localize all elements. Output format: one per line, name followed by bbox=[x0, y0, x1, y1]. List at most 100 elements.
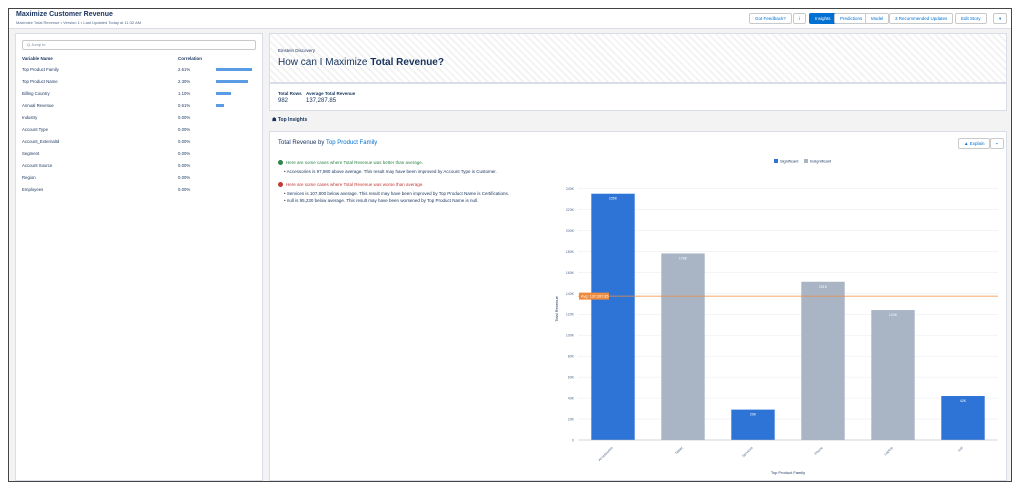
bar bbox=[731, 409, 775, 440]
variable-row[interactable]: Industry 0.00% bbox=[16, 112, 262, 123]
y-tick-label: 80K bbox=[568, 355, 575, 359]
variable-row[interactable]: Region 0.00% bbox=[16, 172, 262, 183]
bar bbox=[591, 193, 635, 440]
variable-row[interactable]: Billing Country 1.10% bbox=[16, 88, 262, 99]
variables-panel: Q Jump to Variable Name Correlation Top … bbox=[15, 33, 263, 481]
info-button[interactable]: i bbox=[793, 13, 806, 24]
menu-button[interactable]: ▾ bbox=[993, 13, 1008, 24]
updates-button[interactable]: 3 Recommended Updates bbox=[889, 13, 954, 24]
y-tick-label: 100K bbox=[566, 334, 575, 338]
stat-label: Total Rows bbox=[278, 91, 302, 96]
insights-tab[interactable]: Insights bbox=[809, 13, 837, 24]
variable-row[interactable]: Employees 0.00% bbox=[16, 184, 262, 195]
card-title-prefix: Total Revenue by bbox=[278, 140, 325, 146]
value-label: 151K bbox=[819, 285, 828, 289]
value-label: 42K bbox=[960, 399, 967, 403]
correlation-label: 2.61% bbox=[178, 67, 191, 72]
variable-name: Top Product Name bbox=[22, 79, 58, 84]
variable-row[interactable]: Top Product Name 2.30% bbox=[16, 76, 262, 87]
bar bbox=[871, 310, 915, 440]
variable-name: Account Type bbox=[22, 127, 48, 132]
legend-label: Insignificant bbox=[810, 159, 832, 164]
better-heading-text: Here are some cases where Total Revenue … bbox=[286, 160, 423, 165]
variable-name: Account_ExternalId bbox=[22, 139, 60, 144]
variable-name: Top Product Family bbox=[22, 67, 59, 72]
bar bbox=[941, 395, 985, 440]
correlation-label: 0.00% bbox=[178, 163, 191, 168]
variable-name: Employees bbox=[22, 187, 44, 192]
bar bbox=[661, 253, 705, 440]
story-subtitle: Maximize Total Revenue • Version 1 • Las… bbox=[16, 20, 142, 25]
correlation-bar bbox=[216, 68, 252, 71]
explain-text[interactable]: Explain bbox=[969, 141, 985, 146]
insight-text: null is 95,230 below average. This resul… bbox=[286, 198, 479, 203]
insight-text: Services is 107,800 below average. This … bbox=[286, 191, 510, 196]
explain-button[interactable]: ▲ Explain bbox=[958, 138, 991, 149]
variable-row[interactable]: Segment 0.00% bbox=[16, 148, 262, 159]
search-box[interactable]: Q Jump to bbox=[22, 40, 256, 50]
y-tick-label: 0 bbox=[572, 439, 574, 443]
header: Maximize Customer Revenue Maximize Total… bbox=[9, 9, 1011, 29]
correlation-label: 0.00% bbox=[178, 151, 191, 156]
column-header: Correlation bbox=[178, 56, 203, 61]
correlation-label: 2.30% bbox=[178, 79, 191, 84]
y-axis-label: Total Revenue bbox=[554, 295, 559, 321]
value-label: 235K bbox=[609, 197, 618, 201]
model-tab[interactable]: Model bbox=[865, 13, 890, 24]
section-title: ☗ Top Insights bbox=[272, 117, 308, 123]
variable-row[interactable]: Annual Revenue 0.61% bbox=[16, 100, 262, 111]
insight-item: • null is 95,230 below average. This res… bbox=[284, 198, 479, 203]
correlation-label: 0.61% bbox=[178, 103, 191, 108]
variable-name: Industry bbox=[22, 115, 38, 120]
question-target: Total Revenue? bbox=[370, 57, 444, 68]
correlation-bar bbox=[216, 80, 248, 83]
variable-row[interactable]: Account Type 0.00% bbox=[16, 124, 262, 135]
y-tick-label: 40K bbox=[568, 397, 575, 401]
correlation-label: 0.00% bbox=[178, 127, 191, 132]
column-header: Variable Name bbox=[22, 56, 53, 61]
delete-button[interactable]: ▪ bbox=[990, 138, 1004, 149]
variable-name: Billing Country bbox=[22, 91, 50, 96]
x-tick-label: Services bbox=[741, 446, 753, 458]
section-title-text: Top Insights bbox=[277, 117, 308, 123]
variable-row[interactable]: Account Source 0.00% bbox=[16, 160, 262, 171]
stat-value: 982 bbox=[278, 98, 289, 104]
value-label: 178K bbox=[679, 256, 688, 260]
question: How can I Maximize Total Revenue? bbox=[278, 57, 444, 68]
insight-text: Accessories is 97,980 above average. Thi… bbox=[286, 169, 497, 174]
y-tick-label: 140K bbox=[566, 292, 575, 296]
chart: Significant Insignificant 0 20K 40K 60K 80K 100… bbox=[554, 159, 998, 475]
y-tick-label: 240K bbox=[566, 187, 575, 191]
predictions-tab[interactable]: Predictions bbox=[834, 13, 869, 24]
edit-story-button[interactable]: Edit Story bbox=[955, 13, 987, 24]
worse-heading-text: Here are some cases where Total Revenue … bbox=[286, 182, 424, 187]
x-tick-label: Accessories bbox=[598, 446, 614, 462]
x-tick-label: Tablet bbox=[674, 446, 683, 455]
variable-name: Annual Revenue bbox=[22, 103, 54, 108]
variable-row[interactable]: Top Product Family 2.61% bbox=[16, 64, 262, 75]
hero: Einstein Discovery How can I Maximize To… bbox=[269, 33, 1007, 83]
average-label: Avg: 137,287.85 bbox=[581, 295, 609, 299]
bar bbox=[801, 281, 845, 440]
feedback-button[interactable]: Got Feedback? bbox=[749, 13, 792, 24]
y-tick-label: 200K bbox=[566, 229, 575, 233]
worse-heading: Here are some cases where Total Revenue … bbox=[278, 182, 424, 188]
card-title: Total Revenue by Top Product Family bbox=[278, 140, 377, 146]
y-tick-label: 160K bbox=[566, 271, 575, 275]
better-heading: Here are some cases where Total Revenue … bbox=[278, 160, 423, 166]
correlation-label: 1.10% bbox=[178, 91, 191, 96]
value-label: 124K bbox=[889, 313, 898, 317]
kicker: Einstein Discovery bbox=[278, 48, 316, 53]
insight-item: • Services is 107,800 below average. Thi… bbox=[284, 191, 510, 196]
value-label: 29K bbox=[750, 413, 757, 417]
insight-card: Total Revenue by Top Product Family ▲ Ex… bbox=[269, 131, 1007, 481]
legend-swatch bbox=[804, 159, 808, 163]
app-frame: Maximize Customer Revenue Maximize Total… bbox=[8, 8, 1012, 482]
stats: Total Rows 982 Average Total Revenue 137… bbox=[269, 83, 1007, 111]
legend-label: Significant bbox=[780, 159, 799, 164]
variable-name: Segment bbox=[22, 151, 40, 156]
variable-row[interactable]: Account_ExternalId 0.00% bbox=[16, 136, 262, 147]
y-tick-label: 20K bbox=[568, 418, 575, 422]
question-prefix: How can I Maximize bbox=[278, 57, 368, 68]
stat-label: Average Total Revenue bbox=[306, 91, 356, 96]
